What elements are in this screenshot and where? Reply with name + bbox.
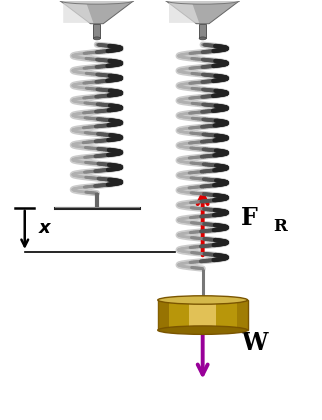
Bar	[158, 300, 248, 330]
Bar	[237, 300, 248, 330]
Text: x: x	[39, 219, 51, 237]
Bar	[158, 300, 168, 330]
Polygon shape	[60, 1, 134, 24]
Ellipse shape	[166, 0, 240, 4]
Bar	[93, 24, 100, 38]
Ellipse shape	[158, 296, 248, 304]
Ellipse shape	[93, 37, 100, 40]
Text: W: W	[241, 331, 268, 355]
Text: F: F	[241, 206, 258, 231]
Polygon shape	[63, 2, 93, 23]
Polygon shape	[169, 2, 199, 23]
Ellipse shape	[60, 0, 134, 4]
Ellipse shape	[199, 37, 206, 40]
Text: R: R	[273, 218, 287, 235]
Polygon shape	[166, 1, 240, 24]
Ellipse shape	[158, 326, 248, 334]
Bar	[189, 301, 216, 329]
Bar	[199, 24, 206, 38]
